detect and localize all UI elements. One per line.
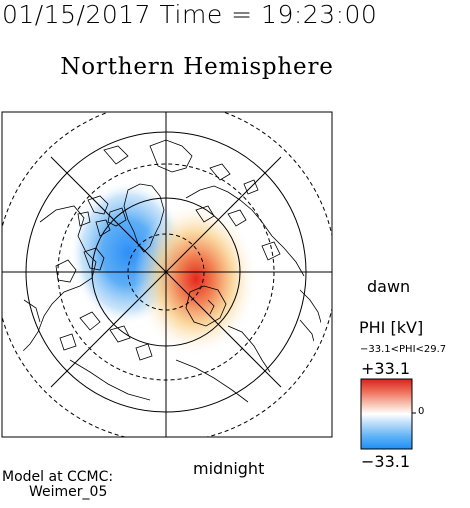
timestamp: 01/15/2017 Time = 19:23:00: [2, 0, 378, 29]
map-title: Northern Hemisphere: [60, 54, 334, 80]
credit-line-1: Model at CCMC:: [2, 469, 114, 485]
coastlines: [21, 139, 323, 403]
credit-line-2: Weimer_05: [29, 484, 108, 500]
plot-frame: [1, 111, 333, 438]
colorbar-gradient: [360, 378, 413, 450]
local-time-meridians: [2, 112, 332, 437]
legend-zero-label: 0: [418, 406, 425, 417]
legend-max-label: +33.1: [361, 359, 411, 378]
midnight-label: midnight: [193, 459, 265, 478]
colorbar: [360, 378, 416, 450]
potential-cells: [70, 181, 258, 357]
model-credit: Model at CCMC: Weimer_05: [2, 470, 113, 500]
legend-min-label: −33.1: [361, 452, 411, 471]
positive-cell: [134, 201, 258, 357]
legend-range: −33.1<PHI<29.7: [360, 344, 447, 355]
legend-title: PHI [kV]: [359, 318, 424, 337]
dawn-label: dawn: [367, 277, 411, 296]
